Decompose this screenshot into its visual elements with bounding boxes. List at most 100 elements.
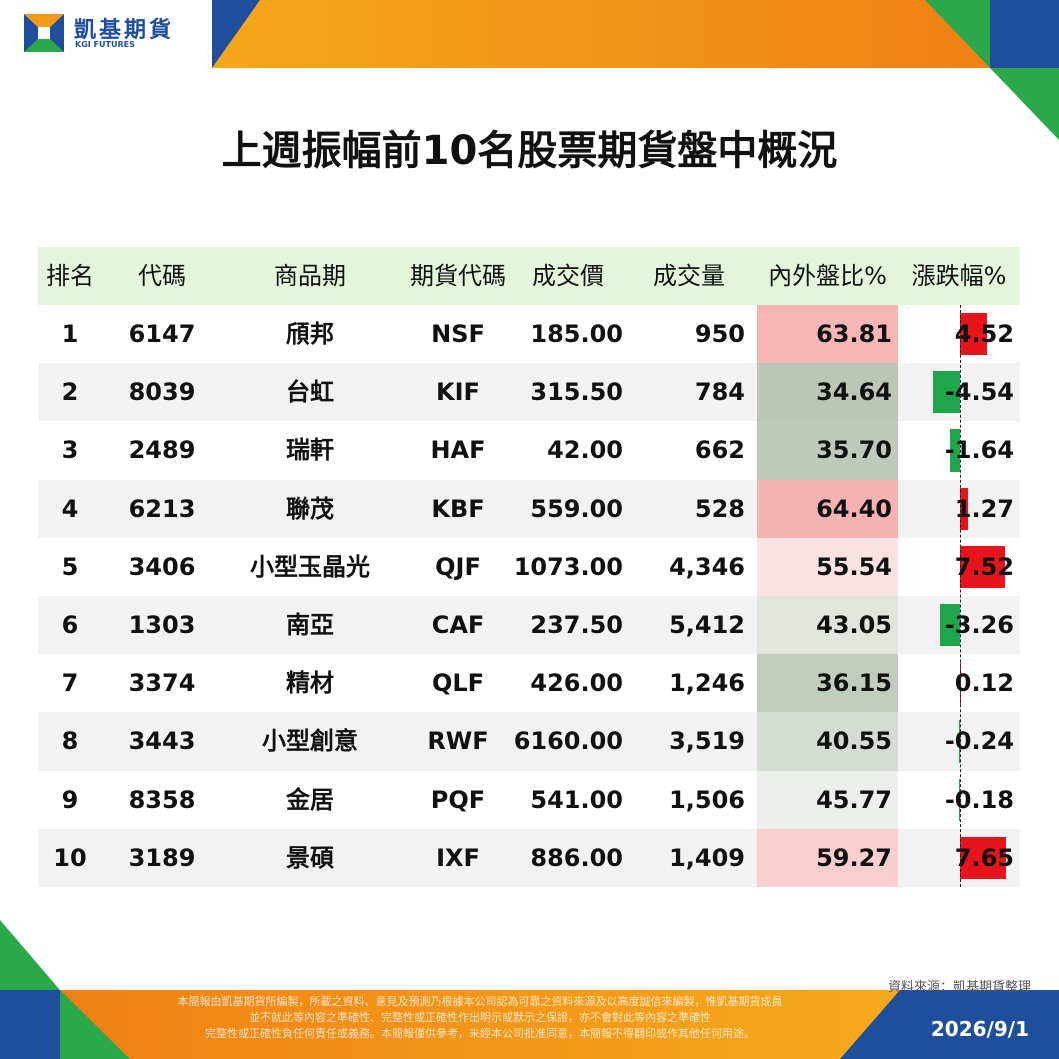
cell: 559.00 xyxy=(530,494,623,523)
brand-en: KGI FUTURES xyxy=(75,40,135,49)
cell: 瑞軒 xyxy=(286,436,334,465)
cell: 小型創意 xyxy=(262,727,358,756)
cell: 2489 xyxy=(128,436,196,465)
cell: 64.40 xyxy=(816,494,892,523)
cell: 南亞 xyxy=(286,611,334,639)
cell: 5 xyxy=(61,552,79,581)
ratio-cell xyxy=(757,305,898,364)
change-bar xyxy=(940,604,960,647)
cell: 10 xyxy=(53,843,87,872)
cell: 0.12 xyxy=(954,669,1014,698)
cell: 36.15 xyxy=(816,669,892,698)
cell: 3 xyxy=(61,436,79,465)
cell: CAF xyxy=(431,611,485,639)
cell: 4,346 xyxy=(669,552,745,581)
change-bar xyxy=(960,836,1006,879)
cell: 55.54 xyxy=(816,552,892,581)
cell: KIF xyxy=(436,378,480,407)
cell: -1.64 xyxy=(944,436,1014,465)
table: 排名 代碼 商品期 期貨代碼 成交價 成交量 內外盤比% 漲跌幅% 1 6147 頎邦 NSF 185.… xyxy=(38,247,1020,887)
cell: 台虹 xyxy=(286,378,334,407)
cell: 34.64 xyxy=(816,378,892,407)
cell: 精材 xyxy=(286,669,334,698)
change-bar xyxy=(958,778,960,821)
disclaimer: 本簡報由凱基期貨所編製，所載之資料、意見及預測乃根據本公司認為可靠之資料來源及以… xyxy=(60,994,900,1042)
ratio-cell xyxy=(757,828,898,887)
cell: 4 xyxy=(61,494,79,523)
cell: 662 xyxy=(694,436,745,465)
column-header: 成交價 xyxy=(532,262,604,290)
cell: 950 xyxy=(694,320,745,348)
cell: 35.70 xyxy=(816,436,892,465)
cell: 1303 xyxy=(128,611,196,639)
cell: 聯茂 xyxy=(286,494,334,523)
change-bar xyxy=(960,313,988,356)
cell: 528 xyxy=(694,494,745,523)
ratio-cell xyxy=(757,712,898,771)
cell: 金居 xyxy=(286,785,334,814)
cell: PQF xyxy=(430,785,486,814)
cell: 9 xyxy=(61,785,79,814)
cell: 小型玉晶光 xyxy=(250,552,370,581)
cell: 3443 xyxy=(128,727,196,756)
cell: 6160.00 xyxy=(513,727,623,756)
cell: -0.24 xyxy=(944,727,1014,756)
change-bar xyxy=(932,371,960,414)
cell: 426.00 xyxy=(530,669,623,698)
cell: 7 xyxy=(61,669,79,698)
cell: 6213 xyxy=(128,494,196,523)
cell: 40.55 xyxy=(816,727,892,756)
cell: KBF xyxy=(431,494,485,523)
cell: 237.50 xyxy=(530,611,623,639)
cell: QJF xyxy=(435,552,481,581)
cell: 43.05 xyxy=(816,611,892,639)
column-header: 內外盤比% xyxy=(768,262,887,290)
ratio-cell xyxy=(757,479,898,538)
cell: 5,412 xyxy=(669,611,745,639)
brand: 凱基期貨 xyxy=(74,18,175,43)
cell: QLF xyxy=(431,669,485,698)
cell: 6147 xyxy=(128,320,196,348)
cell: 1,246 xyxy=(669,669,745,698)
cell: 8039 xyxy=(128,378,196,407)
cell: 784 xyxy=(694,378,745,407)
cell: -3.26 xyxy=(944,611,1014,639)
cell: 3,519 xyxy=(669,727,745,756)
date: 2026/9/1 xyxy=(930,1017,1029,1041)
cell: 185.00 xyxy=(530,320,623,348)
ratio-cell xyxy=(757,363,898,422)
ratio-cell xyxy=(757,596,898,655)
cell: 1.27 xyxy=(954,494,1014,523)
cell: 45.77 xyxy=(816,785,892,814)
cell: 2 xyxy=(61,378,79,407)
cell: 886.00 xyxy=(530,843,623,872)
cell: 7.52 xyxy=(954,552,1014,581)
cell: 景碩 xyxy=(286,843,334,872)
ratio-cell xyxy=(757,770,898,829)
cell: -0.18 xyxy=(944,785,1014,814)
cell: 59.27 xyxy=(816,843,892,872)
cell: 315.50 xyxy=(530,378,623,407)
cell: 1 xyxy=(61,320,79,348)
ratio-cell xyxy=(757,654,898,713)
cell: HAF xyxy=(430,436,486,465)
cell: 6 xyxy=(61,611,79,639)
cell: 1,506 xyxy=(669,785,745,814)
change-bar xyxy=(950,429,960,472)
cell: 42.00 xyxy=(547,436,623,465)
column-header: 期貨代碼 xyxy=(410,262,506,290)
disclaimer-line: 本簡報由凱基期貨所編製，所載之資料、意見及預測乃根據本公司認為可靠之資料來源及以… xyxy=(177,995,783,1008)
change-bar xyxy=(958,720,960,763)
disclaimer-line: 完整性或正確性負任何責任或義務。本簡報僅供參考，未經本公司批准同意，本簡報不得翻… xyxy=(205,1027,755,1040)
cell: 頎邦 xyxy=(286,320,334,348)
cell: NSF xyxy=(431,320,485,348)
column-header: 代碼 xyxy=(138,262,186,290)
change-bar xyxy=(960,545,1006,588)
change-bar xyxy=(960,487,968,530)
column-header: 成交量 xyxy=(653,262,725,290)
cell: 8358 xyxy=(128,785,196,814)
cell: 7.65 xyxy=(954,843,1014,872)
cell: 541.00 xyxy=(530,785,623,814)
